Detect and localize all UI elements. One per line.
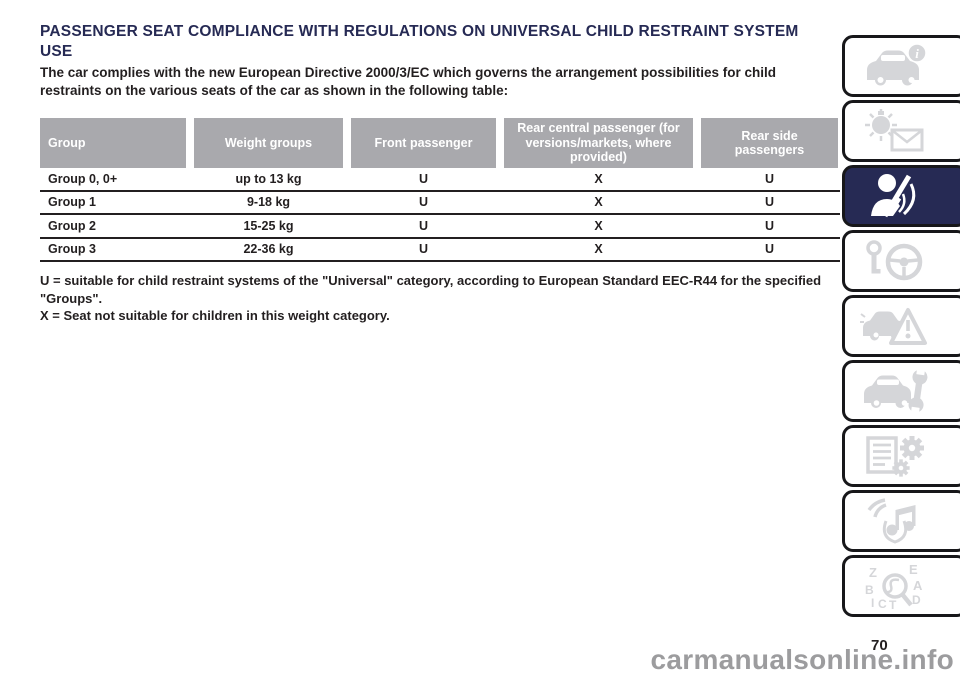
sidebar-tab-dashboard-messages[interactable] bbox=[842, 100, 960, 162]
cell-rear-side: U bbox=[764, 242, 775, 257]
column-header-rear-side-passengers: Rear side passengers bbox=[701, 118, 838, 168]
table-row: Group 1 9-18 kg U X U bbox=[40, 192, 840, 215]
page-number: 70 bbox=[871, 637, 888, 654]
svg-text:T: T bbox=[889, 598, 897, 610]
svg-text:C: C bbox=[878, 597, 887, 610]
legend-x-note: X = Seat not suitable for children in th… bbox=[40, 308, 390, 324]
cell-rear-side: U bbox=[764, 218, 775, 233]
cell-front-passenger: U bbox=[418, 195, 429, 210]
column-header-rear-central-passenger: Rear central passenger (for versions/mar… bbox=[504, 118, 693, 168]
intro-paragraph: The car complies with the new European D… bbox=[40, 65, 776, 98]
sun-envelope-icon bbox=[859, 107, 931, 155]
cell-weight: 9-18 kg bbox=[246, 195, 291, 210]
cell-group: Group 1 bbox=[48, 195, 96, 210]
sidebar-tab-emergency[interactable] bbox=[842, 295, 960, 357]
car-info-icon: i bbox=[859, 42, 931, 90]
cell-front-passenger: U bbox=[418, 218, 429, 233]
chapter-tab-sidebar: i bbox=[842, 35, 960, 617]
legend-u-note: U = suitable for child restraint systems… bbox=[40, 273, 822, 306]
svg-text:A: A bbox=[913, 578, 923, 593]
cell-rear-central: X bbox=[594, 195, 603, 210]
cell-weight: 15-25 kg bbox=[243, 218, 294, 233]
sidebar-tab-safety[interactable] bbox=[842, 165, 960, 227]
page-title: PASSENGER SEAT COMPLIANCE WITH REGULATIO… bbox=[40, 23, 799, 60]
sidebar-tab-index[interactable]: Z E B A I C T D bbox=[842, 555, 960, 617]
key-steering-wheel-icon bbox=[859, 237, 931, 285]
table-row: Group 0, 0+ up to 13 kg U X U bbox=[40, 168, 840, 192]
cell-rear-central: X bbox=[594, 218, 603, 233]
cell-group: Group 2 bbox=[48, 218, 96, 233]
table-header-row: Group Weight groups Front passenger Rear… bbox=[40, 118, 840, 168]
cell-weight: up to 13 kg bbox=[235, 171, 302, 186]
table-legend: U = suitable for child restraint systems… bbox=[40, 272, 840, 325]
cell-front-passenger: U bbox=[418, 171, 429, 186]
alphabet-magnifier-icon: Z E B A I C T D bbox=[859, 562, 931, 610]
column-header-group: Group bbox=[40, 118, 186, 168]
music-signal-icon bbox=[859, 497, 931, 545]
column-header-weight-groups: Weight groups bbox=[194, 118, 343, 168]
svg-text:Z: Z bbox=[869, 565, 877, 580]
sidebar-tab-servicing[interactable] bbox=[842, 360, 960, 422]
sidebar-tab-multimedia[interactable] bbox=[842, 490, 960, 552]
car-warning-triangle-icon bbox=[859, 302, 931, 350]
column-header-front-passenger: Front passenger bbox=[351, 118, 496, 168]
sidebar-tab-technical-data[interactable] bbox=[842, 425, 960, 487]
sidebar-tab-vehicle-info[interactable]: i bbox=[842, 35, 960, 97]
document-gears-icon bbox=[859, 432, 931, 480]
svg-text:i: i bbox=[915, 46, 919, 61]
child-restraint-table: Group Weight groups Front passenger Rear… bbox=[40, 118, 840, 262]
watermark: carmanualsonline.info bbox=[650, 644, 954, 675]
svg-text:D: D bbox=[912, 593, 921, 607]
cell-rear-central: X bbox=[594, 171, 603, 186]
sidebar-tab-starting-driving[interactable] bbox=[842, 230, 960, 292]
cell-group: Group 3 bbox=[48, 242, 96, 257]
cell-group: Group 0, 0+ bbox=[48, 171, 118, 186]
table-row: Group 3 22-36 kg U X U bbox=[40, 239, 840, 262]
cell-front-passenger: U bbox=[418, 242, 429, 257]
cell-weight: 22-36 kg bbox=[243, 242, 294, 257]
svg-text:E: E bbox=[909, 562, 918, 577]
seatbelt-person-icon bbox=[859, 172, 931, 220]
cell-rear-central: X bbox=[594, 242, 603, 257]
cell-rear-side: U bbox=[764, 195, 775, 210]
car-wrench-icon bbox=[859, 367, 931, 415]
table-row: Group 2 15-25 kg U X U bbox=[40, 215, 840, 239]
cell-rear-side: U bbox=[764, 171, 775, 186]
svg-text:I: I bbox=[871, 596, 874, 610]
svg-text:B: B bbox=[865, 583, 874, 597]
